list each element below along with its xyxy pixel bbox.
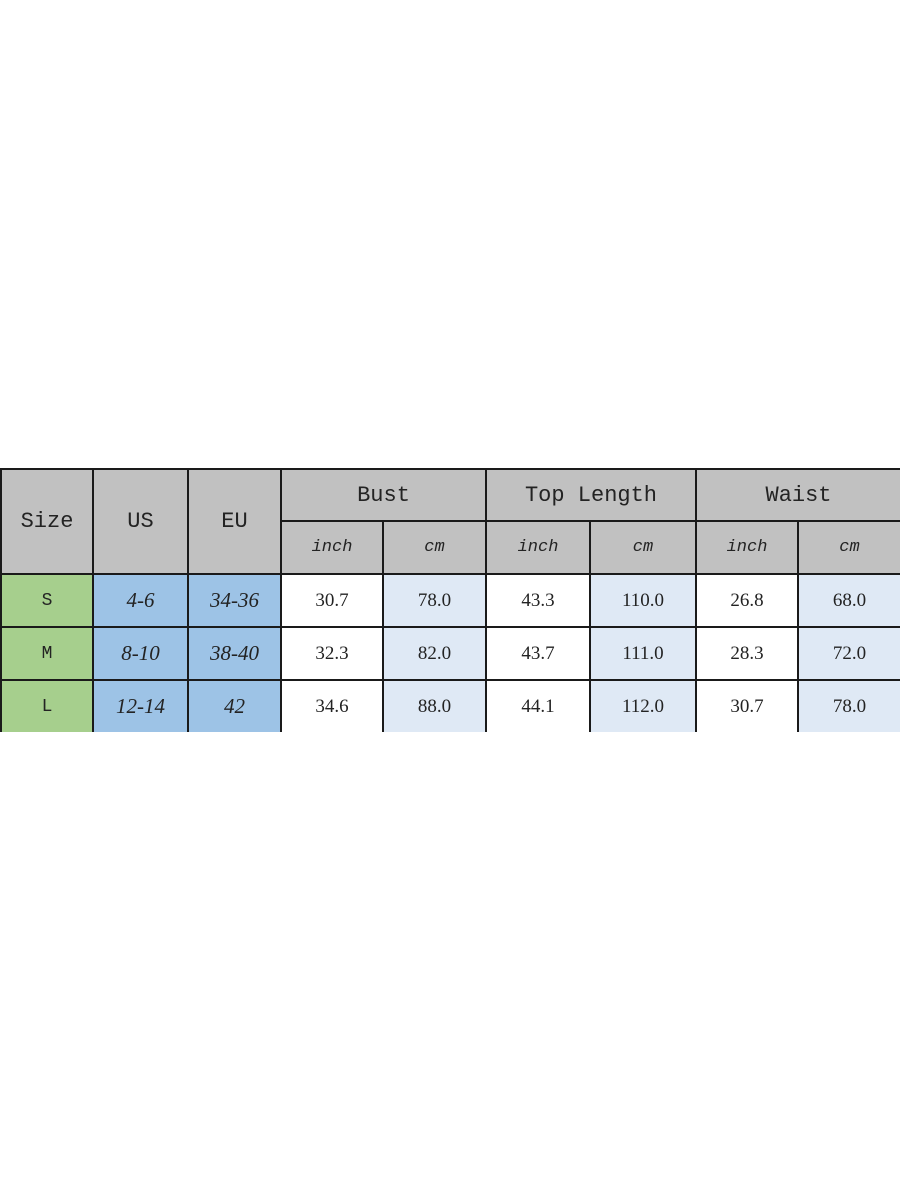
cell-l-top-length-inch: 44.1 (485, 679, 591, 732)
size-chart-table: Size US EU Bust Top Length Waist inch cm… (0, 468, 900, 732)
cell-s-us: 4-6 (92, 573, 189, 628)
cell-s-top-length-cm: 110.0 (589, 573, 697, 628)
cell-s-bust-cm: 78.0 (382, 573, 487, 628)
header-group-bust: Bust (280, 468, 487, 522)
cell-l-top-length-cm: 112.0 (589, 679, 697, 732)
cell-m-eu: 38-40 (187, 626, 282, 681)
header-eu: EU (187, 468, 282, 575)
subheader-waist-inch: inch (695, 520, 799, 575)
cell-m-top-length-cm: 111.0 (589, 626, 697, 681)
cell-s-waist-inch: 26.8 (695, 573, 799, 628)
cell-s-top-length-inch: 43.3 (485, 573, 591, 628)
cell-m-waist-cm: 72.0 (796, 626, 900, 681)
cell-m-size: M (0, 626, 94, 681)
subheader-bust-cm: cm (382, 520, 487, 575)
cell-m-waist-inch: 28.3 (695, 626, 799, 681)
header-row-groups: Size US EU Bust Top Length Waist (0, 468, 900, 575)
cell-s-eu: 34-36 (187, 573, 282, 628)
table-body: S 4-6 34-36 30.7 78.0 43.3 110.0 26.8 68… (0, 573, 900, 732)
cell-l-size: L (0, 679, 94, 732)
table-row-s: S 4-6 34-36 30.7 78.0 43.3 110.0 26.8 68… (0, 573, 900, 628)
header-us: US (92, 468, 189, 575)
table-row-m: M 8-10 38-40 32.3 82.0 43.7 111.0 28.3 7… (0, 626, 900, 681)
cell-m-top-length-inch: 43.7 (485, 626, 591, 681)
header-row-units: inch cm inch cm inch cm (1, 520, 900, 575)
header-size: Size (0, 468, 94, 575)
cell-l-us: 12-14 (92, 679, 189, 732)
cell-l-eu: 42 (187, 679, 282, 732)
subheader-top-length-inch: inch (485, 520, 591, 575)
cell-l-waist-cm: 78.0 (796, 679, 900, 732)
cell-s-bust-inch: 30.7 (280, 573, 384, 628)
cell-m-us: 8-10 (92, 626, 189, 681)
cell-s-waist-cm: 68.0 (796, 573, 900, 628)
cell-m-bust-cm: 82.0 (382, 626, 487, 681)
cell-m-bust-inch: 32.3 (280, 626, 384, 681)
header-group-top-length: Top Length (485, 468, 697, 522)
cell-s-size: S (0, 573, 94, 628)
cell-l-waist-inch: 30.7 (695, 679, 799, 732)
table-header: Size US EU Bust Top Length Waist inch cm… (0, 468, 900, 575)
cell-l-bust-inch: 34.6 (280, 679, 384, 732)
subheader-waist-cm: cm (796, 520, 900, 575)
subheader-top-length-cm: cm (589, 520, 697, 575)
table-row-l: L 12-14 42 34.6 88.0 44.1 112.0 30.7 78.… (0, 679, 900, 732)
cell-l-bust-cm: 88.0 (382, 679, 487, 732)
header-group-waist: Waist (694, 468, 900, 522)
subheader-bust-inch: inch (280, 520, 384, 575)
